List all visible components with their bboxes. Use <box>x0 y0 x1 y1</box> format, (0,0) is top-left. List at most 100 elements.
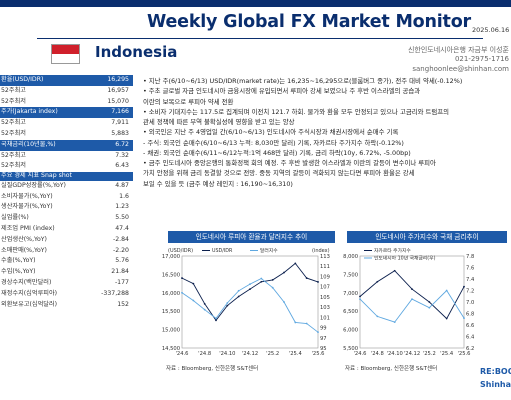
row-label: 52주최저 <box>1 97 26 105</box>
data-point <box>181 277 183 279</box>
commentary-line: • 지난 주(6/10~6/13) USD/IDR(market rate)는 … <box>143 77 463 85</box>
table-row: 52주최고 16,957 <box>0 86 133 97</box>
data-point <box>463 285 465 288</box>
row-label: 경상수지(백만달러) <box>1 278 52 286</box>
y-tick-label-left: 7,000 <box>343 291 358 297</box>
data-point <box>215 319 217 322</box>
y-tick-label-right: 7.0 <box>466 300 474 306</box>
data-point <box>192 282 195 285</box>
commentary-line: • 금주 인도네시아 중앙은행의 통화정책 회의 예정. 주 후반 발생한 이스… <box>143 159 436 167</box>
table-row: 수입(%,YoY) 21.84 <box>0 267 133 278</box>
brand-logo-reboot: RE:BOO <box>480 367 511 376</box>
row-label: 수출(%,YoY) <box>1 257 36 265</box>
chart-source-right: 자료 : Bloomberg, 신한은행 S&T센터 <box>345 366 438 372</box>
data-point <box>260 280 263 283</box>
data-point <box>317 331 319 334</box>
row-value: 1.6 <box>119 192 129 200</box>
table-section-row: 환율(USD/IDR) 16,295 <box>0 75 133 86</box>
series-line <box>181 277 319 333</box>
commentary-line: - 주식: 외국인 순매수(6/10~6/13 누적: 8,030만 달러) 기… <box>143 138 404 147</box>
data-point <box>428 301 431 303</box>
data-point <box>203 302 206 305</box>
y-tick-label-right: 7.6 <box>466 266 474 272</box>
data-point <box>317 281 319 283</box>
row-label: 수입(%,YoY) <box>1 268 36 276</box>
table-row: 소매판매(%,YoY) -2.20 <box>0 246 133 257</box>
y-tick-label-right: 109 <box>320 274 330 280</box>
data-point <box>359 298 361 301</box>
legend-label: USD/IDR <box>212 248 233 254</box>
table-row: 52주최저 5,883 <box>0 129 133 140</box>
y-tick-label-left: 15,000 <box>162 328 180 334</box>
data-point <box>271 286 274 289</box>
y-tick-label-right: 95 <box>320 346 327 352</box>
table-row: 실질GDP성장률(%,YoY) 4.87 <box>0 181 133 192</box>
y-tick-label-right: 7.8 <box>466 254 474 260</box>
y-tick-label-left: 14,500 <box>162 346 180 352</box>
table-section-row: 주가(Jakarta index) 7,166 <box>0 107 133 119</box>
report-title: Weekly Global FX Market Monitor <box>147 12 471 32</box>
y-tick-label-left: 6,000 <box>343 328 358 334</box>
x-tick-label: '24.12 <box>242 351 258 357</box>
x-tick-label: '25.2 <box>266 351 279 357</box>
data-point <box>283 301 285 303</box>
data-point <box>294 262 297 265</box>
data-point <box>203 308 206 311</box>
row-value: -177 <box>114 278 129 286</box>
data-point <box>428 306 431 309</box>
data-point <box>181 291 183 294</box>
data-point <box>393 321 396 324</box>
row-value: 16,957 <box>107 86 129 94</box>
legend-label: 인도네시아 10년 국채금리(우) <box>374 255 436 262</box>
data-point <box>260 277 263 280</box>
y-tick-label-left: 8,000 <box>343 254 358 260</box>
author-email[interactable]: sanghoonlee@shinhan.com <box>412 65 509 73</box>
data-point <box>249 283 251 286</box>
series-line <box>359 289 465 323</box>
series-line <box>181 262 319 322</box>
row-value: -2.20 <box>112 246 129 254</box>
row-label: 생산자물가(%,YoY) <box>1 203 53 211</box>
plot-frame <box>359 255 465 349</box>
data-point <box>215 317 217 320</box>
x-tick-label: '24.10 <box>387 351 403 357</box>
row-value: 152 <box>117 300 129 308</box>
y-tick-label-right: 113 <box>320 254 330 260</box>
x-tick-label: '25.2 <box>423 351 436 357</box>
chart-fx-dxy: 14,500 15,000 15,500 16,000 16,500 17,000 95 97… <box>162 247 330 357</box>
commentary-line: • 주초 글로벌 자금 인도네시아 금융시장에 유입되면서 루피아 강세 보였으… <box>143 87 421 96</box>
row-value: 5.50 <box>115 214 129 222</box>
data-point <box>376 315 379 318</box>
legend-label: 달러지수 <box>260 247 278 254</box>
table-row: 생산자물가(%,YoY) 1.23 <box>0 202 133 213</box>
top-accent-bar <box>0 0 511 7</box>
chart-title-fx-dxy: 인도네시아 루피아 환율과 달러지수 추이 <box>168 231 335 243</box>
x-tick-label: '24.6 <box>176 351 189 357</box>
row-label: 52주최고 <box>1 151 26 159</box>
x-tick-label: '25.6 <box>312 351 325 357</box>
x-tick-label: '25.6 <box>458 351 471 357</box>
author-phone: 021-2975-1716 <box>454 55 509 63</box>
y-tick-label-right: 105 <box>320 295 330 301</box>
x-tick-label: '24.12 <box>404 351 420 357</box>
snapshot-header-row: 주요 경제 지표 Snap shot <box>0 172 133 181</box>
commentary-line: • 소비자 기대지수는 117.5로 집계되며 이전치 121.7 하회. 물가… <box>143 107 450 116</box>
commentary-line: 이란의 보복으로 루피아 약세 전환 <box>143 97 234 106</box>
flag-white-band <box>52 54 79 63</box>
y-tick-label-right: 6.6 <box>466 323 474 329</box>
table-row: 제조업 PMI (index) 47.4 <box>0 224 133 235</box>
row-label: 52주최고 <box>1 86 26 94</box>
row-label: 국채금리(10년물,%) <box>1 140 56 148</box>
x-tick-label: '24.8 <box>371 351 384 357</box>
y-tick-label-right: 7.2 <box>466 289 474 295</box>
row-value: 6.43 <box>115 162 129 170</box>
y-tick-label-left: 16,500 <box>162 272 180 278</box>
data-point <box>305 322 308 325</box>
data-point <box>237 295 240 298</box>
data-point <box>249 288 251 291</box>
row-value: 16,295 <box>107 76 129 83</box>
y-tick-label-right: 103 <box>320 305 330 311</box>
data-point <box>271 279 274 281</box>
commentary-line: • 외국인은 지난 주 4영업일 간(6/10~6/13) 인도네시아 주식시장… <box>143 128 399 137</box>
table-row: 52주최고 7,911 <box>0 118 133 129</box>
